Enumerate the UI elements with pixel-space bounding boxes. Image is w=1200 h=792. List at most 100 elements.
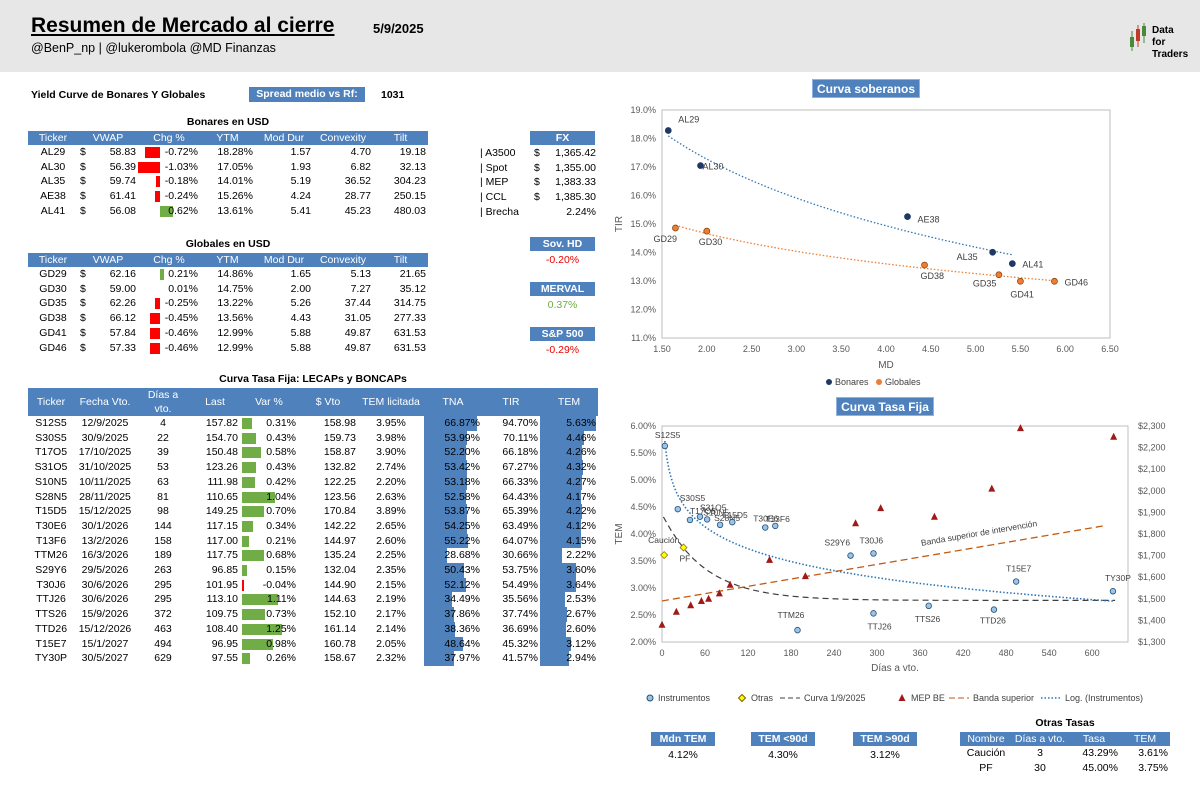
change-bar: [242, 506, 264, 518]
change-bar: [156, 176, 160, 188]
ticker: AL41: [40, 204, 66, 217]
currency: $: [80, 175, 86, 188]
tna-bar: [424, 607, 454, 622]
instrument-point: [674, 505, 681, 513]
convexity: 7.27: [350, 282, 371, 295]
currency: $: [80, 204, 86, 217]
currency: $: [80, 312, 86, 325]
tem-licitada: 2.74%: [376, 461, 406, 474]
tna-bar: [424, 651, 454, 666]
tem-value: 3.60%: [566, 564, 596, 577]
table-row: TY30P 30/5/2027 629 97.55 0.26% 158.67 2.32% 37…: [28, 651, 598, 666]
change-bar: [242, 653, 250, 665]
ticker: S10N5: [34, 475, 68, 488]
ticker: TTD26: [34, 622, 68, 635]
tir: 66.18%: [502, 446, 538, 459]
var-pct: 0.34%: [240, 519, 298, 534]
vto: 159.73: [323, 431, 356, 444]
mep-point: [1110, 432, 1118, 440]
legend-label: Bonares: [835, 377, 869, 387]
tir: 65.39%: [502, 505, 538, 518]
point-label: T17O5: [690, 506, 716, 516]
tna-bar: [424, 563, 464, 578]
change-value: 0.73%: [266, 608, 296, 621]
mep-point: [801, 572, 809, 580]
tem-bar: [540, 533, 581, 549]
col-header: VWAP: [78, 131, 138, 145]
x-axis-label: Días a vto.: [871, 663, 919, 674]
tna-bar: [424, 518, 467, 534]
instrument-point: [661, 442, 669, 450]
change-bar: [242, 520, 253, 532]
vwap: 62.26: [109, 297, 136, 310]
tna: 54.25%: [424, 518, 482, 534]
vwap: 56.08: [109, 204, 136, 217]
var-pct: 0.43%: [240, 460, 298, 475]
summary-value: 4.12%: [668, 749, 698, 761]
last: 123.26: [205, 461, 238, 474]
chg-pct: -0.72%: [138, 145, 200, 160]
legend-label: Otras: [751, 693, 774, 703]
maturity: 30/6/2026: [81, 593, 129, 606]
table-row: AL29 $58.83 -0.72% 18.28% 1.57 4.70 19.18: [28, 145, 428, 160]
tna-bar: [424, 430, 467, 446]
table-row: TTS26 15/9/2026 372 109.75 0.73% 152.10 2.17% 3…: [28, 607, 598, 622]
tir: 37.74%: [502, 608, 538, 621]
tna-bar: [424, 460, 467, 475]
mep-point: [715, 589, 723, 597]
tna: 55.22%: [424, 533, 482, 549]
vto: 144.90: [323, 578, 356, 591]
instrument-point: [925, 602, 932, 610]
tem-bar: [540, 651, 569, 666]
vto: 158.98: [323, 417, 356, 429]
legend-label: Log. (Instrumentos): [1065, 693, 1143, 703]
tem-value: 2.94%: [566, 652, 596, 665]
table-row: T13F6 13/2/2026 158 117.00 0.21% 144.97 2.60% 5…: [28, 533, 598, 549]
vwap: 66.12: [109, 312, 136, 325]
x-tick-label: 2.00: [698, 344, 716, 354]
col-header: Mod Dur: [255, 131, 313, 145]
ticker: AL35: [40, 175, 66, 188]
point-label: AL35: [957, 252, 978, 262]
fx-row: | A3500 $1,365.42: [478, 146, 598, 161]
tem-bar: [540, 489, 581, 505]
chg-pct: -0.45%: [138, 311, 200, 326]
summary-label: Mdn TEM: [651, 732, 715, 746]
vto: 132.82: [323, 461, 356, 474]
table-row: S31O5 31/10/2025 53 123.26 0.43% 132.82 2.74% 5…: [28, 460, 598, 475]
var-pct: 0.70%: [240, 504, 298, 519]
y-axis-label: TEM: [614, 523, 625, 544]
fx-row: | Spot $1,355.00: [478, 161, 598, 176]
chart1-title: Curva soberanos: [812, 79, 920, 98]
tem: 4.26%: [540, 445, 598, 461]
mep-point: [877, 504, 885, 512]
vto: 144.63: [323, 593, 356, 606]
table-row: T17O5 17/10/2025 39 150.48 0.58% 158.87 3.90% 5…: [28, 445, 598, 461]
tna-value: 53.99%: [444, 431, 480, 444]
mep-point: [705, 594, 713, 602]
table-row: S28N5 28/11/2025 81 110.65 1.04% 123.56 2.63% 5…: [28, 489, 598, 505]
otras-cell: 3.61%: [1138, 747, 1168, 759]
col-header: Nombre: [960, 732, 1012, 746]
instrument-point: [703, 516, 711, 523]
chg-pct: 0.21%: [138, 267, 200, 282]
days: 53: [157, 461, 169, 474]
days: 189: [154, 549, 172, 562]
x-tick-label: 4.00: [877, 344, 895, 354]
ytm: 13.56%: [217, 312, 253, 325]
x-tick-label: 6.50: [1101, 344, 1119, 354]
ticker: AE38: [40, 190, 66, 203]
change-value: -1.03%: [164, 160, 198, 173]
mod-dur: 5.19: [290, 175, 311, 188]
tna: 66.87%: [424, 416, 482, 431]
tna-bar: [424, 504, 467, 519]
tna-value: 50.43%: [444, 564, 480, 577]
tem-value: 4.32%: [566, 461, 596, 474]
otras-cell: 3: [1037, 747, 1043, 759]
instrument-point: [696, 513, 704, 520]
currency: $: [534, 161, 540, 174]
currency: $: [534, 176, 540, 189]
ticker: S28N5: [34, 490, 68, 503]
last: 149.25: [205, 505, 238, 518]
tem-bar: [540, 445, 582, 461]
